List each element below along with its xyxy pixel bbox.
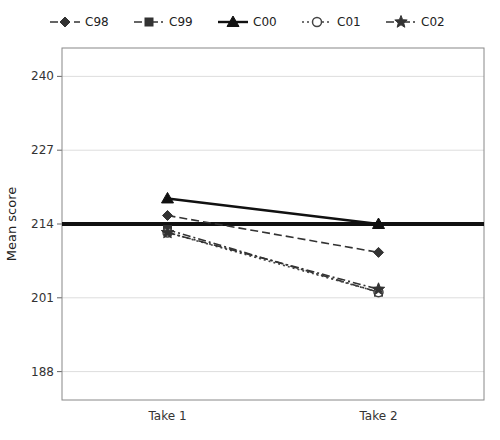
grid [62,76,484,371]
y-tick [57,76,62,77]
series [163,228,383,297]
legend-label: C99 [169,15,193,29]
legend-marker [227,16,239,27]
series-line [168,233,379,290]
grid-line [62,150,484,151]
marker [163,210,173,220]
series-line [168,233,379,293]
y-tick-label: 201 [31,291,54,305]
y-tick-label: 214 [31,217,54,231]
marker [161,226,173,238]
grid-line [62,371,484,372]
plot-area [62,192,484,296]
series [162,192,385,228]
legend-label: C02 [421,15,445,29]
series-line [168,230,379,292]
grid-line [62,76,484,77]
series-line [168,198,379,224]
legend: C98 C99 C00 C01 C02 [50,15,445,29]
marker [372,283,384,295]
mean-line [62,222,484,226]
marker [373,218,385,229]
grid-line [62,224,484,225]
marker [374,247,384,257]
y-tick-label: 188 [31,365,54,379]
legend-marker [395,16,407,28]
legend-label: C01 [337,15,361,29]
series [163,210,384,257]
legend-marker [145,18,153,26]
series [164,226,383,296]
x-tick-label: Take 2 [358,409,397,423]
chart: 188 201 214 227 240 Take 1 Take 2 Mean score C98… [0,0,500,440]
x-tick-label: Take 1 [147,409,186,423]
y-tick-label: 227 [31,143,54,157]
y-tick [57,224,62,225]
grid-line [62,297,484,298]
plot-frame [62,48,484,400]
y-tick [57,150,62,151]
legend-marker [60,17,70,27]
y-tick [57,297,62,298]
legend-label: C00 [253,15,277,29]
marker [162,192,174,203]
y-tick [57,371,62,372]
y-tick-label: 240 [31,69,54,83]
legend-marker [313,18,322,27]
y-axis-label: Mean score [4,187,19,261]
legend-label: C98 [85,15,109,29]
series [161,226,384,295]
